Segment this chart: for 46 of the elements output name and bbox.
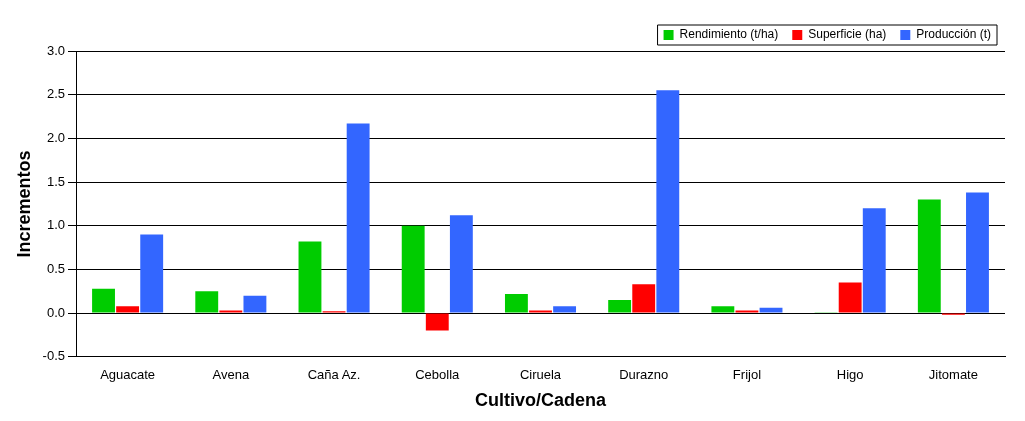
bar bbox=[735, 310, 759, 313]
bar bbox=[401, 225, 425, 313]
bar bbox=[966, 192, 989, 313]
bar bbox=[529, 310, 552, 313]
y-axis-title: Incrementos bbox=[13, 150, 34, 258]
bar bbox=[449, 215, 473, 313]
legend-label: Superficie (ha) bbox=[808, 27, 887, 42]
y-tick-label: 1.5 bbox=[46, 173, 65, 189]
y-tick-label: -0.5 bbox=[42, 348, 65, 364]
y-tick-label: 1.0 bbox=[46, 217, 65, 233]
x-tick-label: Ciruela bbox=[519, 367, 562, 383]
bar bbox=[195, 291, 219, 313]
bar bbox=[116, 306, 140, 313]
bar bbox=[759, 307, 783, 313]
y-tick-label: 3.0 bbox=[46, 42, 65, 58]
y-tick-label: 0.5 bbox=[46, 261, 65, 277]
bar bbox=[298, 241, 322, 313]
x-tick-label: Jitomate bbox=[928, 367, 978, 383]
bar bbox=[711, 306, 735, 313]
bar bbox=[92, 288, 115, 313]
y-tick-label: 2.0 bbox=[46, 129, 65, 145]
bar bbox=[243, 295, 267, 313]
x-tick-label: Higo bbox=[836, 367, 864, 383]
bar bbox=[862, 208, 886, 313]
bar bbox=[346, 123, 370, 313]
x-tick-label: Durazno bbox=[619, 367, 669, 383]
x-tick-label: Aguacate bbox=[100, 367, 156, 383]
bar bbox=[656, 90, 680, 313]
y-tick-label: 0.0 bbox=[46, 304, 65, 320]
legend-label: Producción (t) bbox=[916, 27, 992, 42]
x-tick-label: Frijol bbox=[732, 367, 762, 383]
x-tick-label: Avena bbox=[212, 367, 250, 383]
bar bbox=[553, 306, 577, 313]
legend-label: Rendimiento (t/ha) bbox=[679, 27, 779, 42]
x-axis-title: Cultivo/Cadena bbox=[474, 390, 607, 411]
bar bbox=[219, 310, 243, 313]
x-tick-label: Caña Az. bbox=[307, 367, 361, 383]
y-tick-label: 2.5 bbox=[46, 86, 65, 102]
bar bbox=[917, 199, 941, 313]
bar bbox=[504, 293, 528, 313]
bar bbox=[425, 313, 449, 331]
x-tick-label: Cebolla bbox=[415, 367, 461, 383]
bar bbox=[838, 282, 862, 313]
bar bbox=[608, 300, 632, 313]
bar bbox=[632, 284, 656, 313]
bar bbox=[140, 234, 164, 313]
